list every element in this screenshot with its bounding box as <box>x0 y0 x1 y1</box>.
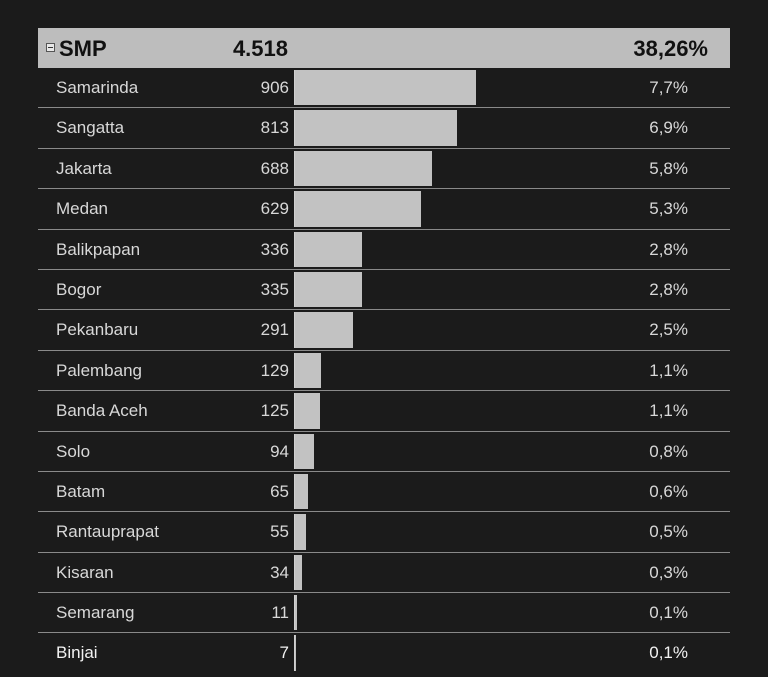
bar-track <box>294 150 594 187</box>
city-count: 629 <box>260 199 289 219</box>
city-name: Palembang <box>56 360 143 380</box>
table-row[interactable]: Banda Aceh 125 1,1% <box>38 391 730 432</box>
table-row[interactable]: Palembang 129 1,1% <box>38 351 730 392</box>
city-count: 7 <box>279 643 289 663</box>
city-name: Semarang <box>56 603 135 623</box>
count-bar <box>294 271 362 308</box>
count-bar <box>294 595 297 631</box>
bar-track <box>294 231 594 267</box>
city-count: 688 <box>260 158 289 178</box>
city-count: 11 <box>271 603 289 623</box>
city-count: 94 <box>270 441 289 461</box>
city-percent: 2,8% <box>649 279 688 299</box>
bar-track <box>294 352 594 389</box>
bar-track <box>294 312 594 348</box>
city-name: Balikpapan <box>56 239 141 259</box>
table-row[interactable]: Sangatta 813 6,9% <box>38 108 730 149</box>
city-percent: 5,3% <box>649 199 688 219</box>
city-name: Solo <box>56 441 91 461</box>
city-count: 813 <box>260 118 289 138</box>
city-count: 335 <box>260 279 289 299</box>
group-percent: 38,26% <box>633 36 708 61</box>
table-row[interactable]: Medan 629 5,3% <box>38 189 730 230</box>
bar-track <box>294 473 594 510</box>
count-bar <box>294 514 306 550</box>
bar-track <box>294 514 594 550</box>
count-bar <box>294 231 362 267</box>
city-name: Bogor <box>56 279 102 299</box>
city-name: Binjai <box>56 643 98 663</box>
table-row[interactable]: Rantauprapat 55 0,5% <box>38 512 730 553</box>
bar-track <box>294 110 594 146</box>
city-percent: 0,5% <box>649 522 688 542</box>
table-row[interactable]: Balikpapan 336 2,8% <box>38 230 730 270</box>
bar-track <box>294 271 594 308</box>
table-row[interactable]: Jakarta 688 5,8% <box>38 149 730 190</box>
city-count: 125 <box>260 401 289 421</box>
city-count: 129 <box>260 360 289 380</box>
city-rows: Samarinda 906 7,7% Sangatta 813 6,9% Jakarta… <box>38 68 730 673</box>
city-name: Batam <box>56 481 106 501</box>
city-percent: 0,6% <box>649 481 688 501</box>
city-percent: 1,1% <box>649 360 688 380</box>
city-name: Jakarta <box>56 158 112 178</box>
city-name: Medan <box>56 199 108 219</box>
city-percent: 7,7% <box>649 78 688 97</box>
count-bar <box>294 635 296 671</box>
city-percent: 0,1% <box>649 643 688 663</box>
bar-track <box>294 70 594 106</box>
count-bar <box>294 110 457 146</box>
city-percent: 5,8% <box>649 158 688 178</box>
city-name: Samarinda <box>56 78 139 97</box>
count-bar <box>294 433 314 469</box>
city-count: 65 <box>270 481 289 501</box>
city-count: 55 <box>270 522 289 542</box>
city-count: 291 <box>260 320 289 340</box>
count-bar <box>294 473 308 510</box>
count-bar <box>294 312 353 348</box>
bar-track <box>294 433 594 469</box>
group-count: 4.518 <box>232 36 288 61</box>
city-name: Kisaran <box>56 562 114 582</box>
count-bar <box>294 70 476 106</box>
city-percent: 2,5% <box>649 320 688 340</box>
city-percent: 0,3% <box>649 562 688 582</box>
count-bar <box>294 191 421 227</box>
city-percent: 6,9% <box>649 118 688 138</box>
table-row[interactable]: Batam 65 0,6% <box>38 472 730 513</box>
city-percent: 0,8% <box>649 441 688 461</box>
table-row[interactable]: Semarang 11 0,1% <box>38 593 730 634</box>
table-row[interactable]: Binjai 7 0,1% <box>38 633 730 672</box>
count-bar <box>294 150 432 187</box>
city-percent: 1,1% <box>649 401 688 421</box>
city-name: Pekanbaru <box>56 320 139 340</box>
count-bar <box>294 393 320 429</box>
city-count: 336 <box>260 239 289 259</box>
group-header-smp[interactable]: SMP 4.518 38,26% <box>38 28 730 68</box>
table-row[interactable]: Pekanbaru 291 2,5% <box>38 310 730 351</box>
table-row[interactable]: Samarinda 906 7,7% <box>38 68 730 109</box>
count-bar <box>294 554 302 591</box>
city-percent: 2,8% <box>649 239 688 259</box>
count-bar <box>294 352 321 389</box>
city-name: Banda Aceh <box>56 401 148 421</box>
table-row[interactable]: Solo 94 0,8% <box>38 432 730 472</box>
table-row[interactable]: Bogor 335 2,8% <box>38 270 730 311</box>
group-name: SMP <box>59 36 107 61</box>
bar-track <box>294 393 594 429</box>
city-count: 906 <box>260 78 289 97</box>
city-percent: 0,1% <box>649 603 688 623</box>
table-row[interactable]: Kisaran 34 0,3% <box>38 553 730 594</box>
pivot-table: SMP 4.518 38,26% Samarinda 906 7,7% Sangat… <box>38 28 730 673</box>
city-name: Sangatta <box>56 118 125 138</box>
bar-track <box>294 554 594 591</box>
city-count: 34 <box>270 562 289 582</box>
bar-track <box>294 191 594 227</box>
bar-track <box>294 635 594 671</box>
city-name: Rantauprapat <box>56 522 160 542</box>
collapse-icon[interactable] <box>46 43 55 52</box>
bar-track <box>294 595 594 631</box>
